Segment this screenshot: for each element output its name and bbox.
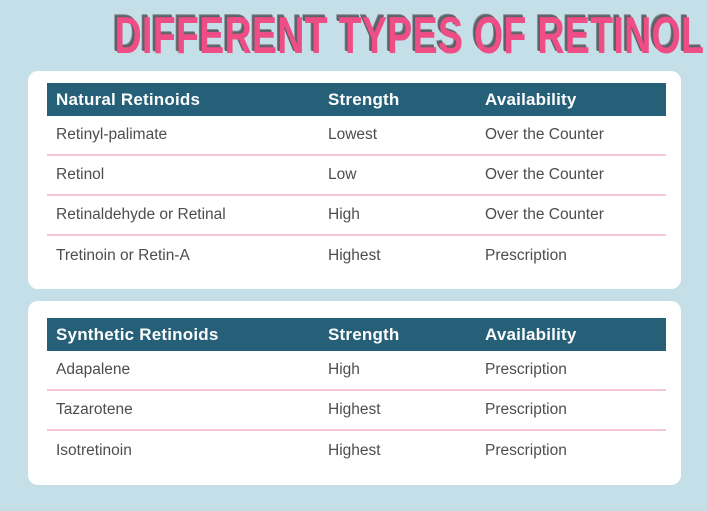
- cell-availability: Prescription: [485, 442, 567, 459]
- header-cell-strength: Strength: [328, 89, 400, 109]
- cell-availability: Prescription: [485, 361, 567, 378]
- cell-strength: Lowest: [328, 126, 378, 143]
- table-row: Tretinoin or Retin-A Highest Prescriptio…: [47, 236, 666, 276]
- cell-strength: Highest: [328, 442, 381, 459]
- table-row: Isotretinoin Highest Prescription: [47, 431, 666, 471]
- header-cell-strength: Strength: [328, 324, 400, 344]
- page-header: DIFFERENT TYPES OF RETINOL: [0, 10, 707, 62]
- cell-availability: Over the Counter: [485, 206, 604, 223]
- cell-strength: Highest: [328, 401, 381, 418]
- synthetic-table-header-row: Synthetic Retinoids Strength Availabilit…: [47, 318, 666, 351]
- cell-availability: Prescription: [485, 247, 567, 264]
- cell-strength: High: [328, 361, 360, 378]
- cell-availability: Over the Counter: [485, 126, 604, 143]
- header-cell-availability: Availability: [485, 89, 577, 109]
- table-row: Retinyl-palimate Lowest Over the Counter: [47, 116, 666, 156]
- natural-retinoids-card: Natural Retinoids Strength Availability …: [28, 71, 681, 289]
- header-cell-name: Synthetic Retinoids: [56, 324, 219, 344]
- synthetic-table-body: Adapalene High Prescription Tazarotene H…: [47, 351, 666, 471]
- table-row: Retinaldehyde or Retinal High Over the C…: [47, 196, 666, 236]
- cell-name: Retinol: [56, 166, 105, 183]
- cell-strength: High: [328, 206, 360, 223]
- cell-name: Retinaldehyde or Retinal: [56, 206, 226, 223]
- cell-strength: Highest: [328, 247, 381, 264]
- cell-name: Adapalene: [56, 361, 131, 378]
- page-title: DIFFERENT TYPES OF RETINOL: [114, 7, 705, 65]
- table-row: Tazarotene Highest Prescription: [47, 391, 666, 431]
- cell-strength: Low: [328, 166, 357, 183]
- cell-name: Tretinoin or Retin-A: [56, 247, 190, 264]
- header-cell-name: Natural Retinoids: [56, 89, 201, 109]
- cell-name: Retinyl-palimate: [56, 126, 168, 143]
- table-row: Adapalene High Prescription: [47, 351, 666, 391]
- header-cell-availability: Availability: [485, 324, 577, 344]
- synthetic-retinoids-card: Synthetic Retinoids Strength Availabilit…: [28, 301, 681, 485]
- cell-name: Tazarotene: [56, 401, 133, 418]
- table-row: Retinol Low Over the Counter: [47, 156, 666, 196]
- natural-table-body: Retinyl-palimate Lowest Over the Counter…: [47, 116, 666, 276]
- cell-availability: Over the Counter: [485, 166, 604, 183]
- cell-name: Isotretinoin: [56, 442, 132, 459]
- cell-availability: Prescription: [485, 401, 567, 418]
- natural-table-header-row: Natural Retinoids Strength Availability: [47, 83, 666, 116]
